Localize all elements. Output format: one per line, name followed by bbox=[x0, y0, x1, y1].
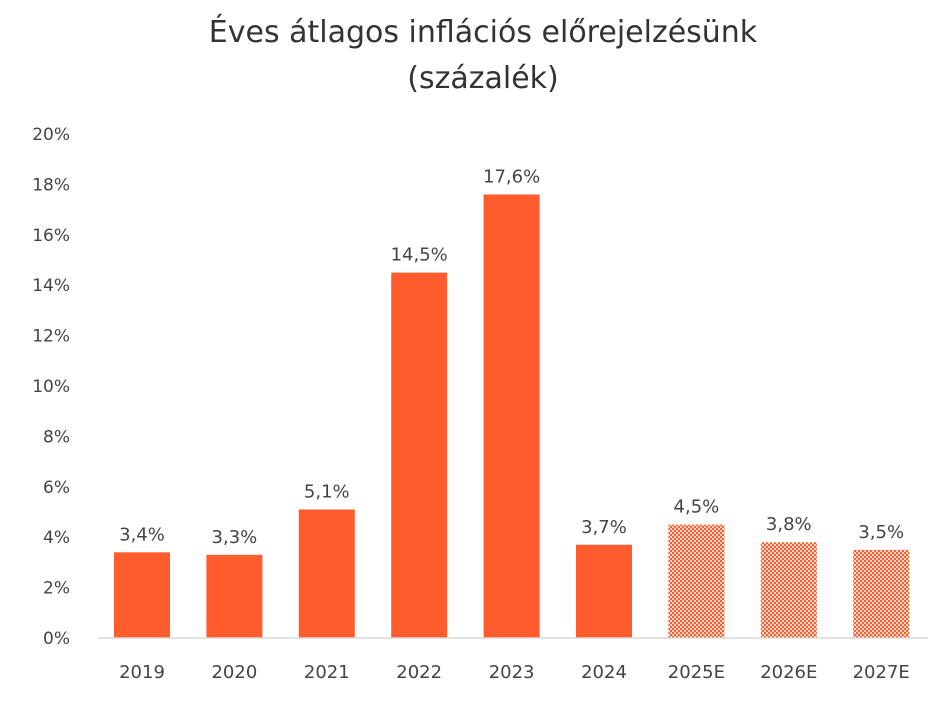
bar-2021 bbox=[298, 509, 355, 638]
data-label: 3,7% bbox=[581, 517, 627, 538]
data-label: 3,8% bbox=[766, 514, 812, 535]
x-tick-label: 2020 bbox=[211, 662, 257, 683]
x-tick-label: 2023 bbox=[489, 662, 535, 683]
y-tick-label: 0% bbox=[43, 629, 70, 649]
chart-subtitle: (százalék) bbox=[407, 61, 558, 96]
y-tick-label: 8% bbox=[43, 427, 70, 447]
chart-title: Éves átlagos inflációs előrejelzésünk bbox=[209, 14, 758, 50]
bar-2027E bbox=[853, 549, 910, 638]
data-label: 3,5% bbox=[858, 522, 904, 543]
data-label: 14,5% bbox=[391, 245, 448, 266]
y-tick-label: 2% bbox=[43, 579, 70, 599]
data-label: 5,1% bbox=[304, 481, 350, 502]
bar-2022 bbox=[391, 272, 448, 638]
x-tick-label: 2022 bbox=[396, 662, 442, 683]
y-tick-label: 16% bbox=[32, 226, 70, 246]
data-label: 17,6% bbox=[483, 166, 540, 187]
x-tick-label: 2024 bbox=[581, 662, 627, 683]
y-tick-label: 18% bbox=[32, 175, 70, 195]
bar-2019 bbox=[114, 552, 170, 638]
data-label: 4,5% bbox=[674, 497, 720, 518]
bar-2025E bbox=[668, 524, 725, 638]
bar-2023 bbox=[483, 194, 540, 639]
y-tick-label: 20% bbox=[32, 125, 70, 145]
x-tick-label: 2019 bbox=[119, 662, 165, 683]
bar-2026E bbox=[760, 542, 817, 638]
y-tick-label: 14% bbox=[32, 276, 70, 296]
y-tick-label: 10% bbox=[32, 377, 70, 397]
x-tick-label: 2027E bbox=[853, 662, 910, 683]
data-label: 3,3% bbox=[212, 527, 258, 548]
y-tick-label: 12% bbox=[32, 327, 70, 347]
y-tick-label: 4% bbox=[43, 528, 70, 548]
x-tick-label: 2026E bbox=[760, 662, 817, 683]
data-label: 3,4% bbox=[119, 524, 165, 545]
bar-2024 bbox=[576, 544, 632, 638]
x-tick-label: 2025E bbox=[668, 662, 725, 683]
y-tick-label: 6% bbox=[43, 478, 70, 498]
bar-2020 bbox=[206, 554, 263, 638]
x-tick-label: 2021 bbox=[304, 662, 350, 683]
